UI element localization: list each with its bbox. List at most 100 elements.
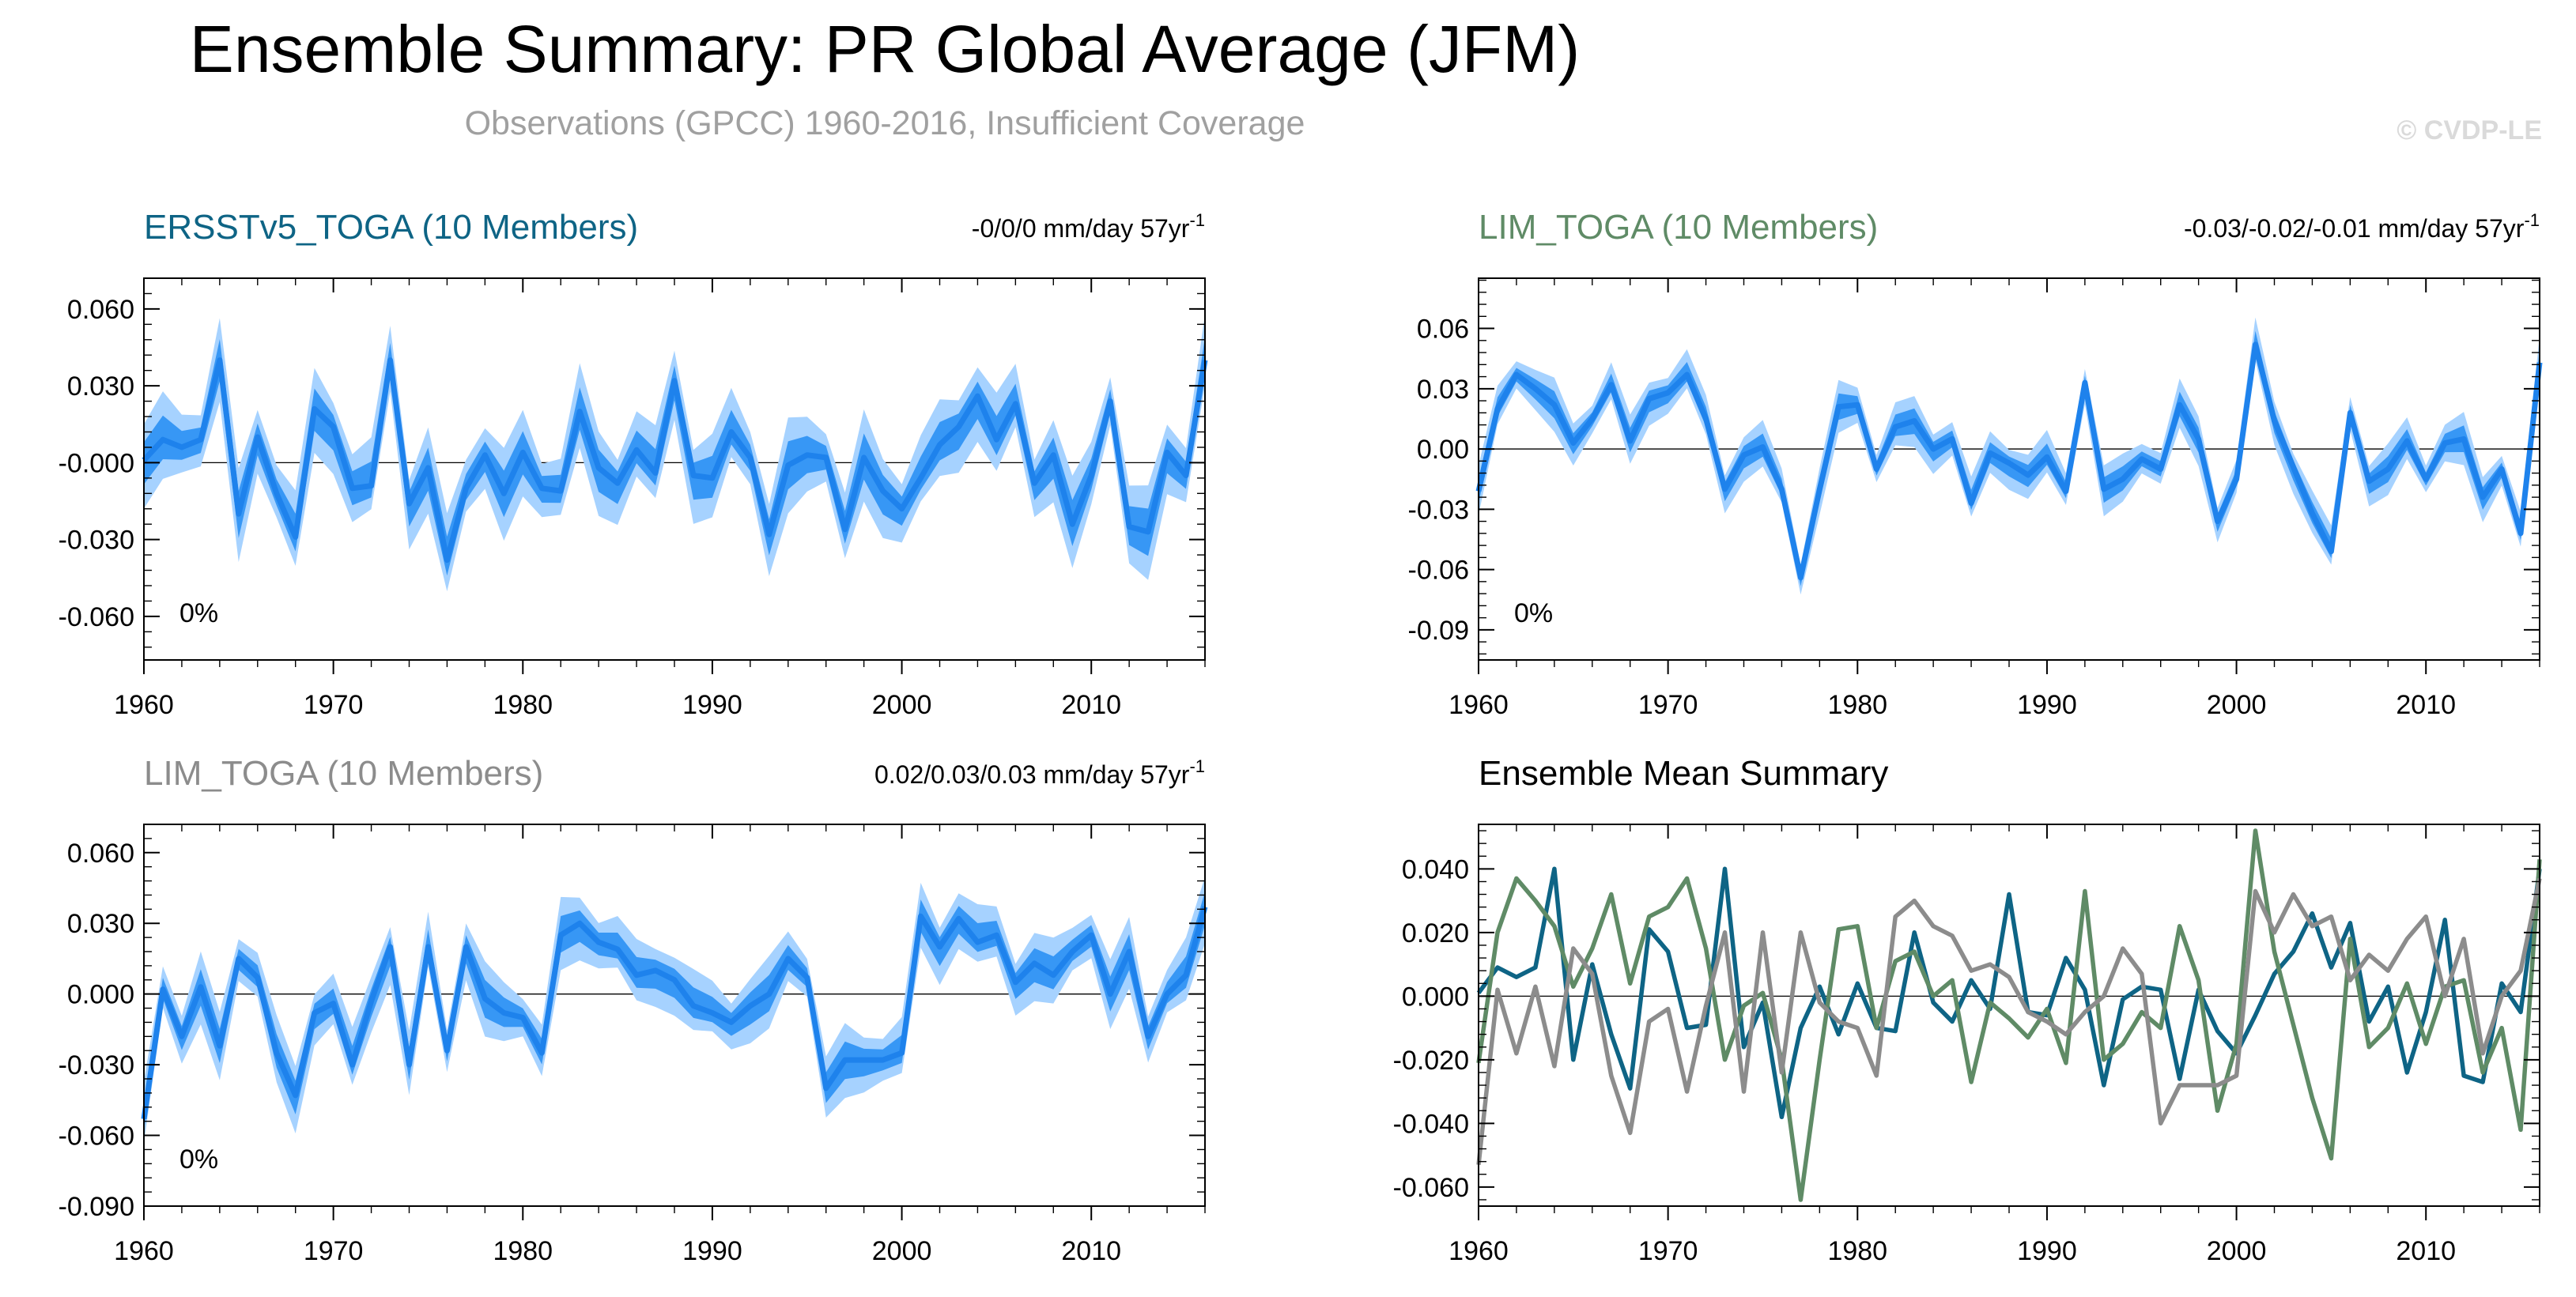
data-point-1992	[749, 456, 751, 458]
data-point-1976	[1781, 488, 1783, 490]
y-tick-label: 0.03	[1417, 375, 1469, 405]
data-point-1979	[1838, 405, 1840, 408]
data-point-2004	[2311, 512, 2313, 515]
data-point-1974	[1743, 454, 1745, 456]
x-tick-label: 1980	[493, 690, 553, 720]
data-point-1995	[806, 976, 808, 978]
figure-title: Ensemble Summary: PR Global Average (JFM…	[190, 12, 1580, 86]
data-point-1962	[180, 446, 183, 448]
data-point-2008	[2387, 468, 2389, 470]
data-point-1975	[427, 466, 429, 469]
x-tick-label: 2000	[2207, 690, 2267, 720]
data-point-1980	[522, 451, 524, 454]
data-point-1999	[882, 490, 884, 492]
data-point-1969	[313, 408, 315, 410]
data-point-1990	[711, 477, 713, 479]
data-point-2010	[2425, 478, 2427, 481]
data-point-1994	[2121, 478, 2124, 481]
data-point-1991	[2064, 490, 2067, 492]
data-point-2015	[1185, 474, 1188, 477]
y-tick-label: 0.030	[67, 909, 134, 939]
data-point-2007	[1033, 482, 1036, 484]
data-point-1968	[294, 1094, 297, 1096]
data-point-1973	[389, 946, 391, 948]
data-point-1965	[237, 957, 240, 960]
data-point-1987	[655, 472, 657, 474]
data-point-2008	[1052, 454, 1055, 456]
data-point-1982	[560, 490, 562, 492]
x-tick-label: 1970	[1638, 1236, 1698, 1266]
data-point-1967	[275, 1052, 278, 1054]
data-point-2004	[976, 941, 979, 944]
y-tick-label: -0.000	[59, 448, 134, 478]
stats-label: -0.03/-0.02/-0.01 mm/day 57yr-1	[2184, 210, 2540, 243]
data-point-1992	[749, 1005, 751, 1007]
data-point-1989	[693, 1005, 695, 1007]
panel-title: LIM_TOGA (10 Members)	[144, 754, 543, 793]
data-point-1998	[863, 1059, 865, 1061]
y-tick-label: 0.06	[1417, 315, 1469, 345]
panel-ensemble-mean-summary: Ensemble Mean Summary 0.040 0.020 0.000 -0.0…	[1393, 754, 2542, 1266]
data-point-1988	[674, 379, 676, 382]
data-point-1978	[484, 454, 486, 456]
data-point-1964	[218, 1045, 221, 1047]
data-point-1975	[427, 946, 429, 948]
data-point-1961	[1497, 408, 1499, 410]
data-point-1978	[484, 997, 486, 1000]
data-point-2012	[1128, 951, 1131, 953]
y-tick-label: -0.03	[1408, 495, 1470, 525]
data-point-1981	[541, 487, 543, 489]
ensemble-mean-line	[141, 906, 1208, 1120]
data-point-1965	[237, 513, 240, 515]
y-tick-label: 0.00	[1417, 435, 1469, 465]
data-point-2000	[2235, 478, 2238, 481]
data-point-1990	[2045, 456, 2048, 458]
data-point-1974	[408, 1064, 410, 1066]
data-point-2003	[2292, 466, 2295, 469]
panel-ersstv5-toga: ERSSTv5_TOGA (10 Members) -0/0/0 mm/day 5…	[59, 208, 1208, 720]
ensemble-mean-line	[1475, 341, 2543, 581]
percent-annotation: 0%	[1514, 598, 1553, 628]
data-point-1994	[787, 957, 789, 960]
x-tick-label: 2000	[872, 690, 932, 720]
data-point-2007	[1033, 962, 1036, 964]
data-point-1974	[408, 503, 410, 505]
data-point-2011	[1109, 400, 1112, 402]
data-point-1963	[199, 986, 202, 988]
data-point-1966	[1591, 417, 1593, 420]
x-tick-label: 1970	[304, 690, 364, 720]
figure-subtitle: Observations (GPCC) 1960-2016, Insuffici…	[465, 104, 1305, 142]
x-tick-label: 2010	[1061, 690, 1121, 720]
data-point-1982	[1894, 426, 1897, 428]
ensemble-mean-line	[142, 357, 1208, 564]
data-point-2012	[1128, 526, 1131, 528]
data-point-2003	[958, 426, 960, 428]
data-point-1984	[598, 466, 600, 469]
data-point-1971	[351, 487, 353, 489]
x-tick-label: 1990	[682, 690, 742, 720]
data-point-1973	[1724, 488, 1726, 490]
data-point-1981	[1875, 468, 1878, 470]
data-point-1984	[1932, 448, 1935, 451]
data-point-1984	[598, 941, 600, 944]
y-tick-label: -0.06	[1408, 556, 1470, 586]
y-tick-label: 0.000	[1402, 982, 1469, 1012]
x-tick-label: 1960	[114, 690, 174, 720]
data-point-1991	[730, 1021, 732, 1024]
data-point-2014	[1166, 993, 1169, 995]
x-tick-label: 1980	[1827, 690, 1887, 720]
data-point-2013	[1147, 1035, 1150, 1038]
watermark: © CVDP-LE	[2397, 115, 2542, 145]
stats-value: -0/0/0 mm/day 57yr	[972, 214, 1190, 243]
x-tick-label: 1970	[1638, 690, 1698, 720]
y-tick-label: 0.030	[67, 371, 134, 402]
data-point-1994	[787, 464, 789, 466]
percent-annotation: 0%	[179, 598, 218, 628]
data-point-2000	[901, 507, 903, 510]
data-point-1993	[768, 993, 770, 995]
data-point-2011	[2444, 442, 2446, 444]
data-point-1963	[199, 439, 202, 441]
y-tick-label: 0.060	[67, 839, 134, 869]
data-point-2001	[920, 915, 922, 918]
